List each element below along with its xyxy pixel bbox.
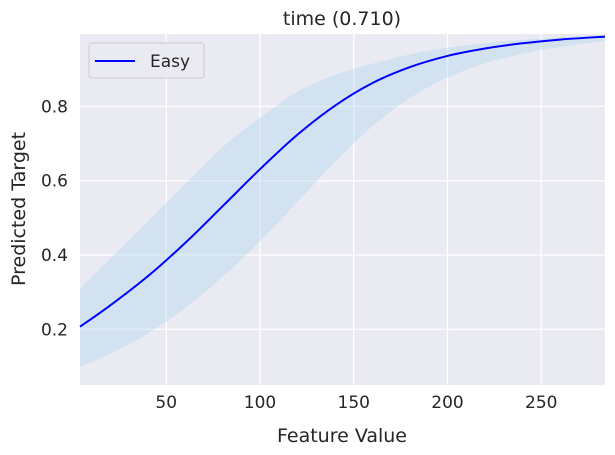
- chart-title: time (0.710): [283, 8, 401, 30]
- y-tick-label: 0.2: [41, 320, 68, 340]
- legend-label-easy: Easy: [150, 52, 190, 72]
- plot-area: [80, 34, 605, 385]
- x-tick-labels: 50 100 150 200 250: [155, 393, 557, 413]
- y-tick-labels: 0.2 0.4 0.6 0.8: [41, 97, 68, 340]
- legend: Easy: [88, 42, 205, 79]
- x-tick-label: 100: [244, 393, 276, 413]
- x-tick-label: 50: [155, 393, 177, 413]
- y-tick-label: 0.8: [41, 97, 68, 117]
- series-line-easy: [79, 35, 606, 328]
- y-axis-label: Predicted Target: [8, 132, 30, 286]
- y-tick-label: 0.6: [41, 172, 68, 192]
- x-tick-label: 250: [525, 393, 557, 413]
- y-tick-label: 0.4: [41, 246, 68, 266]
- x-tick-label: 150: [338, 393, 370, 413]
- legend-box: [88, 42, 205, 79]
- x-axis-label: Feature Value: [277, 425, 407, 447]
- confidence-band: [80, 35, 605, 368]
- x-tick-label: 200: [431, 393, 463, 413]
